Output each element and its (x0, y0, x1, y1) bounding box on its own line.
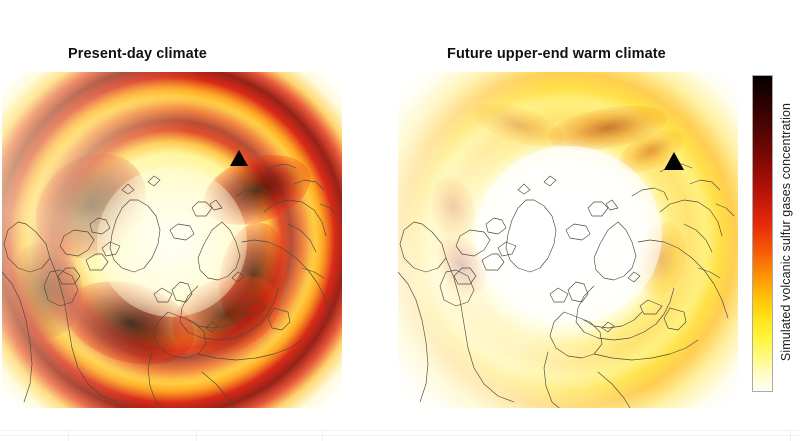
table-column-divider (68, 431, 69, 441)
colorbar-gradient (752, 75, 773, 392)
colorbar-axis-label: Simulated volcanic sulfur gases concentr… (779, 102, 793, 362)
map-panel-present-day-inner (2, 72, 342, 408)
table-column-divider (322, 431, 323, 441)
table-column-divider (196, 431, 197, 441)
triangle-marker-icon (230, 150, 248, 166)
table-row-border (0, 435, 800, 436)
panel-title-present-day: Present-day climate (68, 46, 207, 62)
table-top-border (0, 430, 800, 431)
map-panel-future-warm (398, 72, 738, 408)
bottom-table-strip (0, 427, 800, 441)
map-panel-present-day (2, 72, 342, 408)
concentration-polar-eye (476, 146, 662, 324)
triangle-marker-icon (664, 152, 684, 170)
map-panel-future-warm-inner (398, 72, 738, 408)
panel-title-future-warm: Future upper-end warm climate (447, 46, 666, 62)
concentration-polar-eye (97, 167, 247, 317)
concentration-hotspot-west (425, 171, 481, 243)
table-column-divider (790, 431, 791, 441)
